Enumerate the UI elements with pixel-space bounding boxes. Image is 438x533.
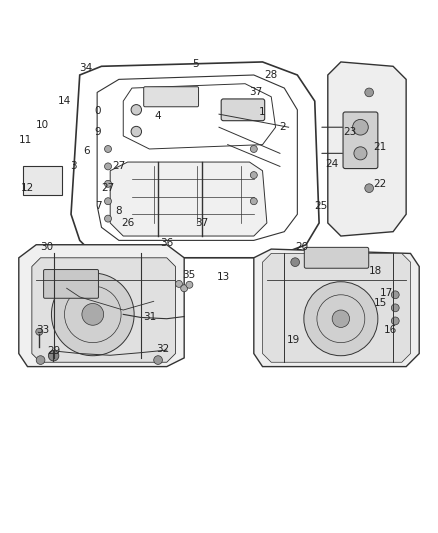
Circle shape [365, 184, 374, 192]
Text: 1: 1 [259, 107, 266, 117]
Text: 22: 22 [374, 179, 387, 189]
Text: 0: 0 [95, 106, 101, 116]
Text: 11: 11 [19, 135, 32, 146]
FancyBboxPatch shape [144, 87, 198, 107]
FancyBboxPatch shape [304, 247, 369, 268]
Circle shape [36, 356, 45, 365]
Text: 15: 15 [374, 298, 387, 309]
Text: 2: 2 [279, 122, 286, 132]
Text: 3: 3 [70, 161, 77, 172]
Circle shape [353, 119, 368, 135]
Text: 23: 23 [343, 126, 356, 136]
FancyBboxPatch shape [343, 112, 378, 168]
Text: 16: 16 [384, 325, 398, 335]
Circle shape [365, 88, 374, 97]
Text: 28: 28 [265, 70, 278, 80]
Circle shape [304, 282, 378, 356]
Circle shape [105, 215, 112, 222]
Text: 5: 5 [192, 59, 198, 69]
Polygon shape [328, 62, 406, 236]
Text: 12: 12 [21, 183, 34, 193]
Text: 19: 19 [286, 335, 300, 345]
Circle shape [354, 147, 367, 160]
Circle shape [51, 273, 134, 356]
Polygon shape [32, 258, 176, 362]
Polygon shape [110, 162, 267, 236]
Circle shape [181, 285, 187, 292]
Circle shape [391, 291, 399, 298]
Text: 27: 27 [112, 161, 126, 172]
Circle shape [251, 146, 257, 152]
Text: 7: 7 [95, 200, 101, 211]
Text: 31: 31 [143, 312, 156, 321]
Text: 27: 27 [101, 183, 115, 193]
Circle shape [154, 356, 162, 365]
Text: 32: 32 [156, 344, 169, 354]
Text: 26: 26 [121, 218, 134, 228]
Text: 30: 30 [41, 242, 53, 252]
Text: 18: 18 [369, 266, 382, 276]
Circle shape [251, 172, 257, 179]
Bar [23, 166, 62, 195]
Text: 14: 14 [58, 96, 71, 106]
Text: 33: 33 [36, 325, 49, 335]
Text: 34: 34 [80, 63, 93, 74]
Text: 6: 6 [83, 146, 89, 156]
Text: 25: 25 [314, 200, 328, 211]
Circle shape [131, 104, 141, 115]
Circle shape [186, 281, 193, 288]
Text: 21: 21 [374, 142, 387, 152]
Text: 37: 37 [195, 218, 208, 228]
Polygon shape [254, 249, 419, 367]
Circle shape [332, 310, 350, 327]
Text: 24: 24 [325, 159, 339, 169]
Text: 17: 17 [380, 288, 393, 297]
Circle shape [176, 280, 183, 287]
Text: 8: 8 [116, 206, 122, 216]
Circle shape [82, 303, 104, 325]
Circle shape [131, 126, 141, 137]
Text: 20: 20 [295, 242, 308, 252]
Circle shape [251, 198, 257, 205]
Polygon shape [262, 254, 410, 362]
Circle shape [105, 163, 112, 170]
Text: 13: 13 [217, 272, 230, 282]
Circle shape [105, 198, 112, 205]
Circle shape [36, 328, 43, 335]
Circle shape [391, 317, 399, 325]
Circle shape [105, 146, 112, 152]
Text: 35: 35 [182, 270, 195, 280]
Circle shape [391, 304, 399, 312]
Text: 37: 37 [249, 87, 263, 98]
Polygon shape [19, 245, 184, 367]
Text: 36: 36 [160, 238, 173, 247]
FancyBboxPatch shape [221, 99, 265, 120]
FancyBboxPatch shape [44, 270, 99, 298]
Text: 10: 10 [36, 120, 49, 130]
Circle shape [48, 351, 59, 361]
Text: 29: 29 [47, 346, 60, 357]
Text: 4: 4 [155, 111, 161, 122]
Circle shape [105, 180, 112, 187]
Text: 9: 9 [95, 127, 101, 138]
Circle shape [291, 258, 300, 266]
